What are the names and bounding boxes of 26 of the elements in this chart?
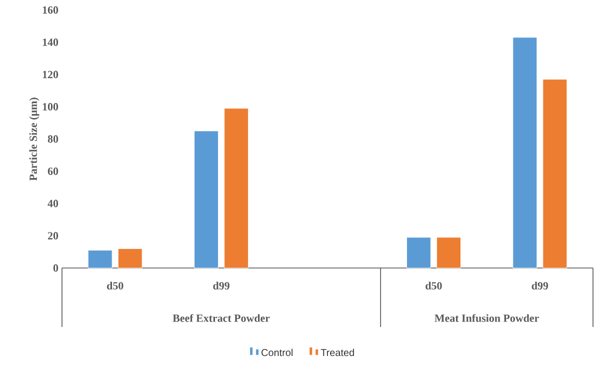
x-tick-label: d99 [213,282,230,290]
bar [406,237,431,268]
y-tick-label: 60 [48,168,58,175]
legend-label: Control [262,348,292,356]
y-tick-label: 40 [48,200,58,208]
y-tick-label: 100 [42,103,58,110]
y-tick-label: 120 [42,70,58,78]
bar [512,37,538,268]
y-tick-label: 80 [48,135,58,143]
y-tick-label: 140 [42,38,58,46]
y-tick-label: 160 [42,6,58,14]
bar [118,248,142,268]
x-tick-label: d50 [107,282,124,290]
bar [436,237,461,268]
y-tick-label: 20 [48,232,58,240]
bar [88,250,112,268]
y-axis-title: Particle Size (µm) [29,98,40,181]
bar [194,130,219,268]
legend-label: Treated [320,348,354,356]
x-tick-label: d50 [426,282,442,290]
bar [224,108,249,268]
y-tick-label: 0 [53,264,58,272]
x-tick-label: d99 [532,282,548,290]
bar [542,79,568,268]
text: Meat Infusion Powder [434,314,539,322]
text: Beef Extract Powder [172,314,270,322]
